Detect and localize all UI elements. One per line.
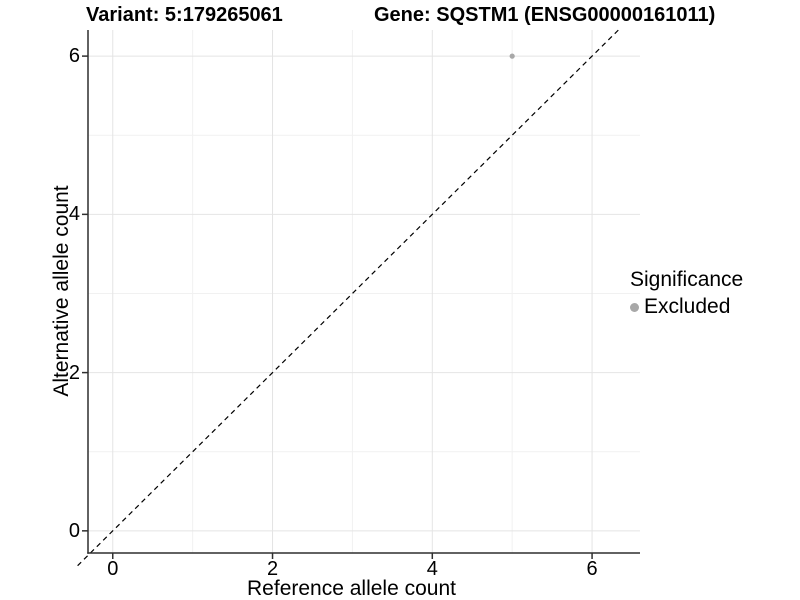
data-point	[509, 53, 515, 59]
legend: Significance Excluded	[630, 268, 743, 319]
legend-item-excluded: Excluded	[630, 295, 743, 319]
y-tick-label: 0	[68, 519, 80, 542]
y-tick-label: 2	[68, 361, 80, 384]
x-tick-label: 2	[266, 558, 279, 580]
legend-title: Significance	[630, 268, 744, 291]
x-tick-label: 6	[586, 558, 598, 580]
x-axis-title: Reference allele count	[247, 577, 456, 600]
identity-reference-line	[77, 27, 622, 567]
legend-item-label: Excluded	[644, 295, 731, 318]
plot-title-variant: Variant: 5:179265061	[86, 4, 283, 26]
x-tick-label: 0	[107, 558, 119, 580]
plot-title-gene: Gene: SQSTM1 (ENSG00000161011)	[374, 4, 716, 26]
y-tick-label: 6	[68, 45, 80, 68]
legend-key-dot-icon	[630, 302, 639, 312]
x-tick-label: 4	[426, 558, 438, 580]
y-tick-label: 4	[68, 203, 80, 226]
y-axis-title: Alternative allele count	[50, 185, 73, 397]
